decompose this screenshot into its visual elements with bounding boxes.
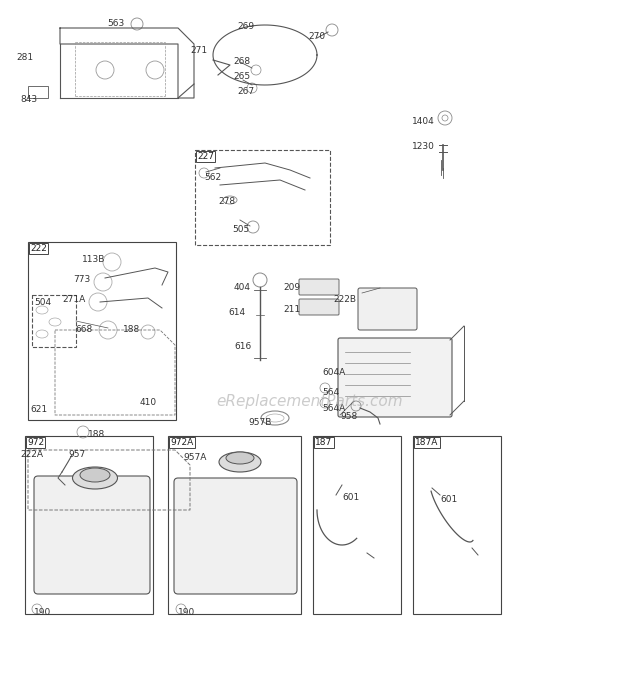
FancyBboxPatch shape — [358, 288, 417, 330]
Text: 270: 270 — [308, 32, 325, 41]
Bar — [168, 436, 301, 614]
Text: 271A: 271A — [62, 295, 86, 304]
Bar — [413, 436, 501, 614]
Text: eReplacementParts.com: eReplacementParts.com — [216, 394, 404, 410]
Text: 843: 843 — [20, 95, 37, 104]
Text: 222A: 222A — [20, 450, 43, 459]
Text: 773: 773 — [73, 275, 91, 284]
Text: 222: 222 — [30, 244, 47, 253]
Text: 190: 190 — [178, 608, 195, 617]
Text: 188: 188 — [123, 325, 140, 334]
Text: 410: 410 — [140, 398, 157, 407]
Text: 187: 187 — [315, 438, 332, 447]
Text: 957B: 957B — [248, 418, 272, 427]
Bar — [28, 242, 176, 420]
Text: 404: 404 — [234, 283, 251, 292]
Text: 265: 265 — [233, 72, 250, 81]
Text: 601: 601 — [440, 495, 458, 504]
Text: 972: 972 — [27, 438, 44, 447]
Text: 616: 616 — [234, 342, 251, 351]
Text: 564: 564 — [322, 388, 339, 397]
Text: 972A: 972A — [170, 438, 193, 447]
Text: 271: 271 — [190, 46, 207, 55]
Text: 211: 211 — [283, 305, 300, 314]
Text: 604A: 604A — [322, 368, 345, 377]
FancyBboxPatch shape — [299, 279, 339, 295]
Text: 957A: 957A — [183, 453, 206, 462]
Text: 1404: 1404 — [412, 117, 435, 126]
Text: 190: 190 — [34, 608, 51, 617]
Text: 958: 958 — [340, 412, 357, 421]
Text: 562: 562 — [204, 173, 221, 182]
FancyBboxPatch shape — [299, 299, 339, 315]
Bar — [195, 150, 330, 245]
Ellipse shape — [219, 452, 261, 472]
Text: 957: 957 — [68, 450, 86, 459]
Text: 563: 563 — [107, 19, 124, 28]
Text: 113B: 113B — [82, 255, 105, 264]
Text: 564A: 564A — [322, 404, 345, 413]
Ellipse shape — [73, 467, 118, 489]
Bar — [32, 295, 76, 347]
Text: 281: 281 — [16, 53, 33, 62]
Text: 269: 269 — [237, 22, 254, 31]
Text: 188: 188 — [88, 430, 105, 439]
Text: 1230: 1230 — [412, 142, 435, 151]
Bar — [25, 436, 153, 614]
Text: 601: 601 — [342, 493, 359, 502]
Text: 267: 267 — [237, 87, 254, 96]
Text: 668: 668 — [75, 325, 92, 334]
Bar — [313, 436, 401, 614]
Bar — [28, 86, 48, 98]
Text: 504: 504 — [34, 298, 51, 307]
Text: 209: 209 — [283, 283, 300, 292]
FancyBboxPatch shape — [34, 476, 150, 594]
Text: 187A: 187A — [415, 438, 438, 447]
FancyBboxPatch shape — [174, 478, 297, 594]
Ellipse shape — [226, 452, 254, 464]
Text: 278: 278 — [218, 197, 235, 206]
Text: 227: 227 — [197, 152, 214, 161]
Ellipse shape — [80, 468, 110, 482]
Text: 505: 505 — [232, 225, 249, 234]
Text: 222B: 222B — [333, 295, 356, 304]
Text: 621: 621 — [30, 405, 47, 414]
FancyBboxPatch shape — [338, 338, 452, 417]
Text: 614: 614 — [228, 308, 245, 317]
Text: 268: 268 — [233, 57, 250, 66]
